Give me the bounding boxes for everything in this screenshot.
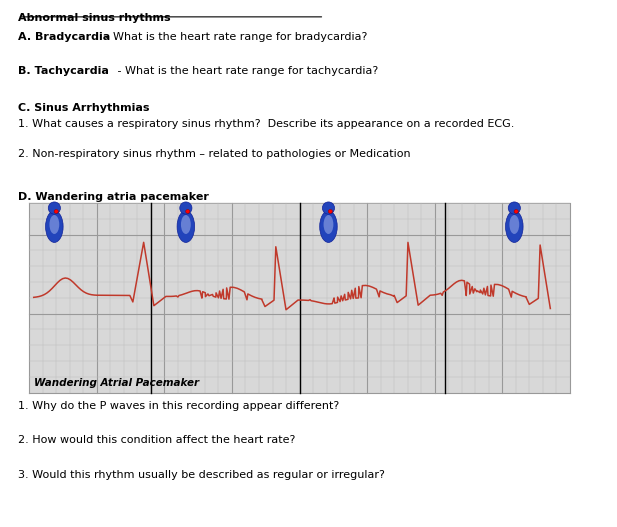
Ellipse shape xyxy=(177,211,194,242)
Text: Abnormal sinus rhythms: Abnormal sinus rhythms xyxy=(17,13,170,23)
Ellipse shape xyxy=(48,202,60,214)
Text: C. Sinus Arrhythmias: C. Sinus Arrhythmias xyxy=(17,103,149,113)
Ellipse shape xyxy=(49,215,59,234)
Ellipse shape xyxy=(505,211,523,242)
Text: 2. How would this condition affect the heart rate?: 2. How would this condition affect the h… xyxy=(17,435,295,445)
Ellipse shape xyxy=(328,210,333,213)
FancyBboxPatch shape xyxy=(29,203,570,393)
Ellipse shape xyxy=(181,215,191,234)
Ellipse shape xyxy=(508,202,520,214)
Ellipse shape xyxy=(323,215,333,234)
Ellipse shape xyxy=(186,210,190,213)
Text: B. Tachycardia: B. Tachycardia xyxy=(17,66,109,76)
Text: 2. Non-respiratory sinus rhythm – related to pathologies or Medication: 2. Non-respiratory sinus rhythm – relate… xyxy=(17,149,410,159)
Text: Wandering Atrial Pacemaker: Wandering Atrial Pacemaker xyxy=(34,378,199,388)
Text: 1. Why do the P waves in this recording appear different?: 1. Why do the P waves in this recording … xyxy=(17,401,339,411)
Ellipse shape xyxy=(320,211,337,242)
Text: 3. Would this rhythm usually be described as regular or irregular?: 3. Would this rhythm usually be describe… xyxy=(17,470,384,480)
Ellipse shape xyxy=(514,210,518,213)
Text: - What is the heart rate range for tachycardia?: - What is the heart rate range for tachy… xyxy=(114,66,378,76)
Ellipse shape xyxy=(46,211,63,242)
Ellipse shape xyxy=(54,210,59,213)
Text: A. Bradycardia: A. Bradycardia xyxy=(17,32,110,42)
Ellipse shape xyxy=(180,202,192,214)
Text: D. Wandering atria pacemaker: D. Wandering atria pacemaker xyxy=(17,192,209,202)
Text: - What is the heart rate range for bradycardia?: - What is the heart rate range for brady… xyxy=(102,32,368,42)
Ellipse shape xyxy=(510,215,520,234)
Ellipse shape xyxy=(323,202,334,214)
Text: 1. What causes a respiratory sinus rhythm?  Describe its appearance on a recorde: 1. What causes a respiratory sinus rhyth… xyxy=(17,119,514,129)
